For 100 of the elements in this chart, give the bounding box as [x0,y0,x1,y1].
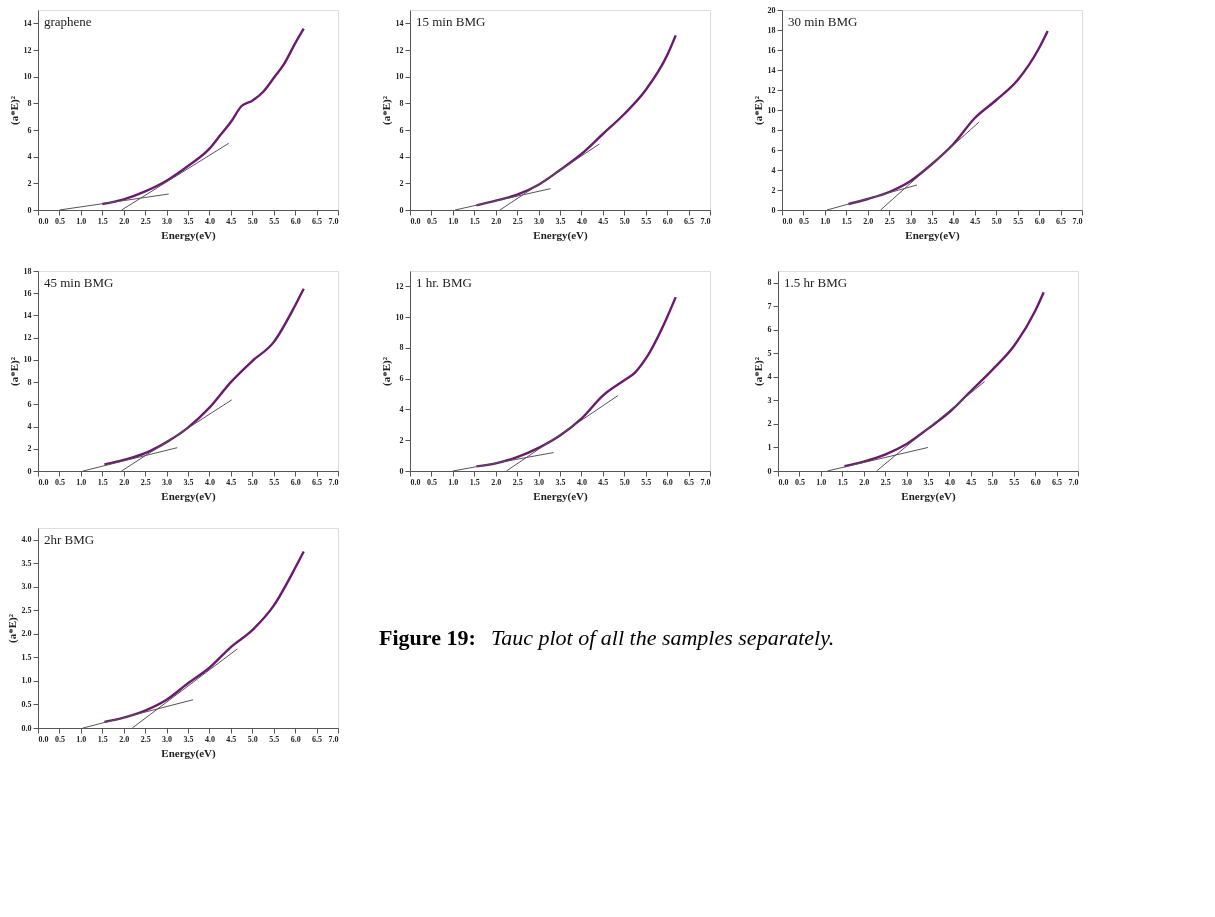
x-axis-title: Energy(eV) [905,228,961,242]
x-tick-label: 6.5 [312,216,323,226]
y-tick-label: 10 [23,355,32,365]
x-tick-label: 7.0 [1068,477,1079,487]
y-tick-label: 4 [399,404,404,414]
x-tick-label: 0.5 [426,477,437,487]
x-tick-label: 7.0 [328,477,339,487]
y-tick-label: 4 [771,165,776,175]
x-tick-label: 1.5 [97,216,108,226]
y-axis-title: (a*E)² [751,95,765,125]
x-tick-label: 2.5 [140,477,151,487]
y-tick-label: 12 [23,45,32,55]
x-tick-label: 3.5 [183,477,194,487]
y-tick-label: 14 [23,310,32,320]
x-tick-label: 0.0 [38,734,49,744]
x-tick-label: 6.0 [662,477,673,487]
y-tick-label: 0.0 [21,723,32,733]
x-tick-label: 2.0 [119,477,130,487]
chart-title: 30 min BMG [788,14,858,29]
y-tick-label: 20 [767,5,776,15]
x-tick-label: 3.5 [555,216,566,226]
x-tick-label: 5.0 [247,477,258,487]
x-tick-label: 2.0 [491,216,502,226]
x-tick-label: 1.0 [448,216,459,226]
y-tick-label: 2 [27,444,32,454]
chart-title: 1 hr. BMG [416,275,472,290]
y-tick-label: 12 [23,333,32,343]
y-tick-label: 4 [767,372,772,382]
x-tick-label: 0.0 [778,477,789,487]
y-tick-label: 0 [771,205,776,215]
x-tick-label: 7.0 [700,216,711,226]
x-tick-label: 0.0 [410,477,421,487]
y-tick-label: 5 [767,348,772,358]
chart-title: graphene [44,14,92,29]
x-tick-label: 7.0 [1072,216,1083,226]
x-tick-label: 3.0 [162,734,173,744]
x-tick-label: 0.5 [794,477,805,487]
y-tick-label: 6 [399,125,404,135]
x-tick-label: 2.5 [880,477,891,487]
y-tick-label: 8 [27,98,32,108]
x-tick-label: 4.5 [598,477,609,487]
y-tick-label: 3.0 [21,582,32,592]
x-tick-label: 6.0 [290,477,301,487]
y-tick-label: 16 [23,288,32,298]
x-tick-label: 4.5 [970,216,981,226]
x-tick-label: 4.5 [598,216,609,226]
y-tick-label: 2.5 [21,605,32,615]
y-axis-title: (a*E)² [7,356,21,386]
x-tick-label: 1.0 [820,216,831,226]
y-tick-label: 2.0 [21,629,32,639]
y-tick-label: 0 [399,466,404,476]
x-tick-label: 0.5 [798,216,809,226]
y-axis-title: (a*E)² [5,613,19,643]
y-axis-title: (a*E)² [379,95,393,125]
x-tick-label: 6.5 [684,477,695,487]
x-tick-label: 1.0 [76,477,87,487]
x-tick-label: 4.5 [226,477,237,487]
x-tick-label: 2.5 [512,477,523,487]
x-tick-label: 0.0 [38,216,49,226]
y-tick-label: 8 [399,98,404,108]
x-tick-label: 2.0 [859,477,870,487]
y-tick-label: 10 [767,105,776,115]
x-tick-label: 6.5 [312,477,323,487]
x-tick-label: 6.0 [662,216,673,226]
x-axis-title: Energy(eV) [161,228,217,242]
x-axis-title: Energy(eV) [161,746,217,760]
y-axis-title: (a*E)² [7,95,21,125]
x-tick-label: 0.0 [38,477,49,487]
y-tick-label: 14 [395,18,404,28]
x-tick-label: 4.5 [226,216,237,226]
y-tick-label: 8 [399,343,404,353]
x-axis-title: Energy(eV) [161,489,217,503]
y-tick-label: 18 [23,266,32,276]
y-axis-title: (a*E)² [379,356,393,386]
y-tick-label: 1.5 [21,652,32,662]
y-tick-label: 4 [399,152,404,162]
x-tick-label: 4.0 [204,477,215,487]
y-tick-label: 0 [27,466,32,476]
x-tick-label: 4.0 [204,734,215,744]
x-tick-label: 7.0 [700,477,711,487]
x-tick-label: 4.0 [576,477,587,487]
x-tick-label: 1.0 [76,734,87,744]
x-tick-label: 5.0 [987,477,998,487]
x-tick-label: 5.5 [641,477,652,487]
chart-title: 2hr BMG [44,532,95,547]
x-tick-label: 7.0 [328,216,339,226]
y-tick-label: 4 [27,422,32,432]
x-tick-label: 3.0 [534,477,545,487]
y-tick-label: 10 [395,72,404,82]
x-tick-label: 3.5 [183,734,194,744]
x-tick-label: 3.5 [555,477,566,487]
x-tick-label: 1.5 [97,734,108,744]
x-tick-label: 5.0 [619,216,630,226]
y-tick-label: 3.5 [21,558,32,568]
x-tick-label: 0.0 [410,216,421,226]
y-tick-label: 6 [27,125,32,135]
x-tick-label: 1.5 [97,477,108,487]
x-axis-title: Energy(eV) [533,489,589,503]
y-tick-label: 0.5 [21,699,32,709]
x-tick-label: 7.0 [328,734,339,744]
